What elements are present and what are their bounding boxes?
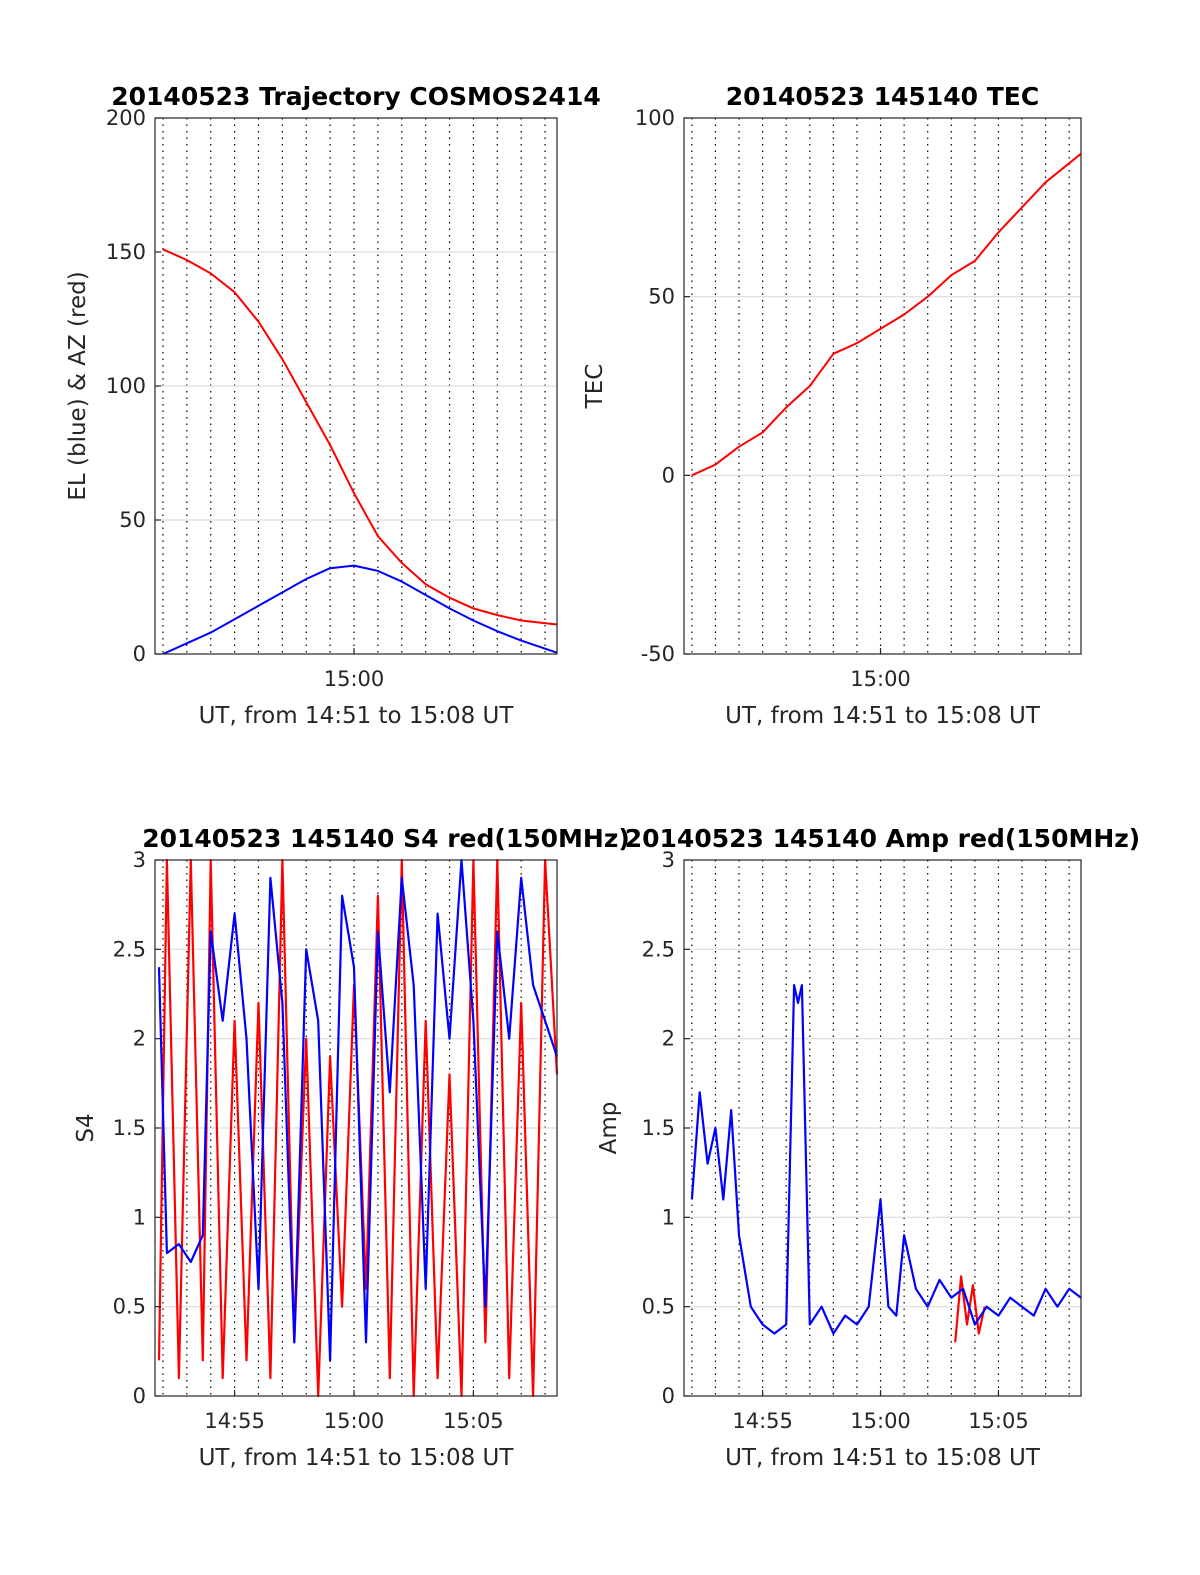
amp-y-tick-label: 0.5	[642, 1295, 675, 1319]
s4-y-tick-label: 3	[133, 848, 146, 872]
amp-y-tick-label: 2.5	[642, 937, 675, 961]
s4-y-tick-label: 2	[133, 1027, 146, 1051]
amp-series-1-line	[690, 983, 1082, 1335]
trajectory-series-0-line	[162, 248, 558, 626]
tec-axes-frame	[683, 117, 1082, 655]
amp-y-tick-label: 1	[662, 1205, 675, 1229]
tec-y-tick-label: 100	[635, 106, 675, 130]
tec-title: 20140523 145140 TEC	[726, 82, 1039, 111]
trajectory-panel: 0 50 100 150 200 15:00 20140523 Trajectory CO…	[65, 82, 601, 729]
amp-title: 20140523 145140 Amp red(150MHz)	[625, 824, 1141, 853]
tec-y-tick-label: 0	[662, 463, 675, 487]
amp-x-label: UT, from 14:51 to 15:08 UT	[725, 1445, 1041, 1471]
s4-x-tick-label: 15:05	[443, 1409, 504, 1433]
trajectory-y-tick-label: 200	[106, 106, 146, 130]
s4-y-tick-label: 0.5	[113, 1295, 146, 1319]
amp-x-tick-label: 15:00	[850, 1409, 911, 1433]
trajectory-y-tick-label: 50	[119, 508, 146, 532]
trajectory-title: 20140523 Trajectory COSMOS2414	[111, 82, 601, 111]
trajectory-series-1-line	[162, 564, 558, 655]
trajectory-y-tick-label: 0	[133, 642, 146, 666]
s4-x-tick-label: 15:00	[324, 1409, 385, 1433]
amp-x-tick-label: 15:05	[968, 1409, 1029, 1433]
s4-panel: 0 0.5 1 1.5 2 2.5 3 14:55 15:00 15:05 20140523 14…	[73, 824, 630, 1471]
trajectory-y-label: EL (blue) & AZ (red)	[65, 271, 91, 500]
trajectory-y-tick-label: 100	[106, 374, 146, 398]
tec-panel: -50 0 50 100 15:00 20140523 145140 TEC UT, f…	[582, 82, 1082, 729]
s4-x-tick-label: 14:55	[204, 1409, 265, 1433]
trajectory-x-tick-label: 15:00	[324, 667, 385, 691]
amp-series-0-line	[954, 1275, 986, 1343]
s4-series-1-line	[157, 858, 559, 1362]
amp-y-tick-label: 2	[662, 1027, 675, 1051]
tec-y-label: TEC	[582, 364, 608, 410]
s4-y-tick-label: 1.5	[113, 1116, 146, 1140]
tec-y-tick-label: -50	[641, 642, 675, 666]
amp-y-tick-label: 3	[662, 848, 675, 872]
s4-y-tick-label: 1	[133, 1205, 146, 1229]
tec-y-tick-label: 50	[648, 285, 675, 309]
tec-series-0-line	[691, 152, 1082, 477]
tec-x-tick-label: 15:00	[850, 667, 911, 691]
s4-x-label: UT, from 14:51 to 15:08 UT	[199, 1445, 515, 1471]
tec-x-label: UT, from 14:51 to 15:08 UT	[725, 703, 1041, 729]
s4-y-label: S4	[73, 1113, 99, 1142]
amp-y-tick-label: 1.5	[642, 1116, 675, 1140]
s4-title: 20140523 145140 S4 red(150MHz)	[142, 824, 630, 853]
amp-x-tick-label: 14:55	[732, 1409, 793, 1433]
trajectory-x-label: UT, from 14:51 to 15:08 UT	[199, 703, 515, 729]
amp-panel: 0 0.5 1 1.5 2 2.5 3 14:55 15:00 15:05 20140523 14…	[596, 824, 1140, 1471]
trajectory-y-tick-label: 150	[106, 240, 146, 264]
s4-y-tick-label: 2.5	[113, 937, 146, 961]
amp-y-tick-label: 0	[662, 1384, 675, 1408]
s4-y-tick-label: 0	[133, 1384, 146, 1408]
amp-y-label: Amp	[596, 1102, 622, 1155]
